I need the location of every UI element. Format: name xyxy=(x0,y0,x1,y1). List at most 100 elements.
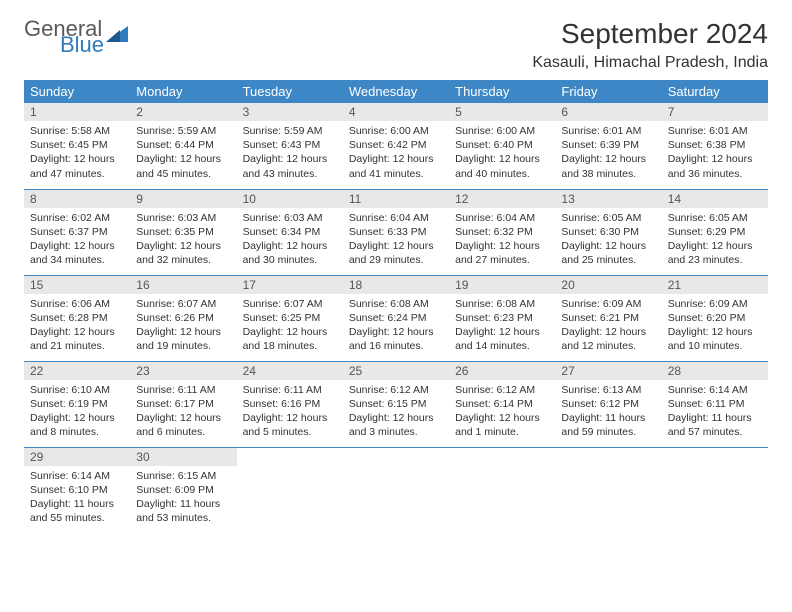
month-title: September 2024 xyxy=(532,18,768,50)
location: Kasauli, Himachal Pradesh, India xyxy=(532,54,768,72)
calendar-cell: 11Sunrise: 6:04 AMSunset: 6:33 PMDayligh… xyxy=(343,189,449,275)
calendar-cell: 6Sunrise: 6:01 AMSunset: 6:39 PMDaylight… xyxy=(555,103,661,189)
day-number: 26 xyxy=(449,362,555,380)
day-number: 6 xyxy=(555,103,661,121)
calendar-cell: 12Sunrise: 6:04 AMSunset: 6:32 PMDayligh… xyxy=(449,189,555,275)
day-body: Sunrise: 6:09 AMSunset: 6:21 PMDaylight:… xyxy=(555,294,661,360)
day-body: Sunrise: 6:04 AMSunset: 6:32 PMDaylight:… xyxy=(449,208,555,274)
calendar-cell: 14Sunrise: 6:05 AMSunset: 6:29 PMDayligh… xyxy=(662,189,768,275)
day-number: 13 xyxy=(555,190,661,208)
day-number: 14 xyxy=(662,190,768,208)
day-number: 17 xyxy=(237,276,343,294)
calendar-cell: 26Sunrise: 6:12 AMSunset: 6:14 PMDayligh… xyxy=(449,361,555,447)
calendar-cell: 7Sunrise: 6:01 AMSunset: 6:38 PMDaylight… xyxy=(662,103,768,189)
logo-line2: Blue xyxy=(60,34,104,56)
day-number: 30 xyxy=(130,448,236,466)
calendar-cell: .. xyxy=(662,447,768,533)
calendar-cell: 20Sunrise: 6:09 AMSunset: 6:21 PMDayligh… xyxy=(555,275,661,361)
day-number: 21 xyxy=(662,276,768,294)
title-block: September 2024 Kasauli, Himachal Pradesh… xyxy=(532,18,768,72)
header: General Blue September 2024 Kasauli, Him… xyxy=(24,18,768,72)
day-body: Sunrise: 6:06 AMSunset: 6:28 PMDaylight:… xyxy=(24,294,130,360)
weekday-header: Sunday xyxy=(24,80,130,103)
weekday-header: Wednesday xyxy=(343,80,449,103)
logo: General Blue xyxy=(24,18,132,56)
day-number: 20 xyxy=(555,276,661,294)
calendar-table: SundayMondayTuesdayWednesdayThursdayFrid… xyxy=(24,80,768,533)
weekday-header: Friday xyxy=(555,80,661,103)
day-number: 19 xyxy=(449,276,555,294)
weekday-header: Saturday xyxy=(662,80,768,103)
day-number: 4 xyxy=(343,103,449,121)
day-body: Sunrise: 6:00 AMSunset: 6:42 PMDaylight:… xyxy=(343,121,449,187)
calendar-cell: 1Sunrise: 5:58 AMSunset: 6:45 PMDaylight… xyxy=(24,103,130,189)
day-body: Sunrise: 6:01 AMSunset: 6:38 PMDaylight:… xyxy=(662,121,768,187)
day-body: Sunrise: 5:59 AMSunset: 6:43 PMDaylight:… xyxy=(237,121,343,187)
calendar-cell: .. xyxy=(449,447,555,533)
calendar-cell: 29Sunrise: 6:14 AMSunset: 6:10 PMDayligh… xyxy=(24,447,130,533)
calendar-cell: 19Sunrise: 6:08 AMSunset: 6:23 PMDayligh… xyxy=(449,275,555,361)
day-number: 8 xyxy=(24,190,130,208)
calendar-cell: 28Sunrise: 6:14 AMSunset: 6:11 PMDayligh… xyxy=(662,361,768,447)
day-body: Sunrise: 6:00 AMSunset: 6:40 PMDaylight:… xyxy=(449,121,555,187)
day-number: 5 xyxy=(449,103,555,121)
weekday-header: Thursday xyxy=(449,80,555,103)
calendar-cell: .. xyxy=(343,447,449,533)
day-number: 15 xyxy=(24,276,130,294)
day-number: 25 xyxy=(343,362,449,380)
day-body: Sunrise: 6:08 AMSunset: 6:23 PMDaylight:… xyxy=(449,294,555,360)
calendar-cell: 16Sunrise: 6:07 AMSunset: 6:26 PMDayligh… xyxy=(130,275,236,361)
calendar-cell: 27Sunrise: 6:13 AMSunset: 6:12 PMDayligh… xyxy=(555,361,661,447)
day-body: Sunrise: 6:03 AMSunset: 6:34 PMDaylight:… xyxy=(237,208,343,274)
calendar-cell: 5Sunrise: 6:00 AMSunset: 6:40 PMDaylight… xyxy=(449,103,555,189)
day-number: 2 xyxy=(130,103,236,121)
day-body: Sunrise: 6:02 AMSunset: 6:37 PMDaylight:… xyxy=(24,208,130,274)
day-body: Sunrise: 6:13 AMSunset: 6:12 PMDaylight:… xyxy=(555,380,661,446)
calendar-cell: 23Sunrise: 6:11 AMSunset: 6:17 PMDayligh… xyxy=(130,361,236,447)
day-number: 9 xyxy=(130,190,236,208)
calendar-cell: 22Sunrise: 6:10 AMSunset: 6:19 PMDayligh… xyxy=(24,361,130,447)
day-number: 27 xyxy=(555,362,661,380)
calendar-cell: 30Sunrise: 6:15 AMSunset: 6:09 PMDayligh… xyxy=(130,447,236,533)
weekday-header: Monday xyxy=(130,80,236,103)
calendar-cell: 25Sunrise: 6:12 AMSunset: 6:15 PMDayligh… xyxy=(343,361,449,447)
day-number: 16 xyxy=(130,276,236,294)
calendar-header-row: SundayMondayTuesdayWednesdayThursdayFrid… xyxy=(24,80,768,103)
day-body: Sunrise: 5:58 AMSunset: 6:45 PMDaylight:… xyxy=(24,121,130,187)
day-body: Sunrise: 6:07 AMSunset: 6:25 PMDaylight:… xyxy=(237,294,343,360)
calendar-cell: 24Sunrise: 6:11 AMSunset: 6:16 PMDayligh… xyxy=(237,361,343,447)
day-body: Sunrise: 6:14 AMSunset: 6:11 PMDaylight:… xyxy=(662,380,768,446)
day-body: Sunrise: 6:01 AMSunset: 6:39 PMDaylight:… xyxy=(555,121,661,187)
calendar-cell: 17Sunrise: 6:07 AMSunset: 6:25 PMDayligh… xyxy=(237,275,343,361)
logo-sail-icon xyxy=(106,24,132,44)
day-number: 1 xyxy=(24,103,130,121)
day-body: Sunrise: 6:07 AMSunset: 6:26 PMDaylight:… xyxy=(130,294,236,360)
day-number: 12 xyxy=(449,190,555,208)
calendar-cell: 4Sunrise: 6:00 AMSunset: 6:42 PMDaylight… xyxy=(343,103,449,189)
calendar-cell: 8Sunrise: 6:02 AMSunset: 6:37 PMDaylight… xyxy=(24,189,130,275)
day-number: 11 xyxy=(343,190,449,208)
day-number: 18 xyxy=(343,276,449,294)
day-number: 3 xyxy=(237,103,343,121)
day-body: Sunrise: 6:14 AMSunset: 6:10 PMDaylight:… xyxy=(24,466,130,532)
calendar-cell: .. xyxy=(237,447,343,533)
day-number: 10 xyxy=(237,190,343,208)
calendar-cell: 3Sunrise: 5:59 AMSunset: 6:43 PMDaylight… xyxy=(237,103,343,189)
day-body: Sunrise: 6:10 AMSunset: 6:19 PMDaylight:… xyxy=(24,380,130,446)
day-number: 22 xyxy=(24,362,130,380)
day-number: 7 xyxy=(662,103,768,121)
day-body: Sunrise: 6:08 AMSunset: 6:24 PMDaylight:… xyxy=(343,294,449,360)
day-body: Sunrise: 6:05 AMSunset: 6:29 PMDaylight:… xyxy=(662,208,768,274)
weekday-header: Tuesday xyxy=(237,80,343,103)
day-number: 28 xyxy=(662,362,768,380)
day-body: Sunrise: 6:04 AMSunset: 6:33 PMDaylight:… xyxy=(343,208,449,274)
calendar-cell: .. xyxy=(555,447,661,533)
day-number: 23 xyxy=(130,362,236,380)
day-body: Sunrise: 6:11 AMSunset: 6:17 PMDaylight:… xyxy=(130,380,236,446)
calendar-cell: 9Sunrise: 6:03 AMSunset: 6:35 PMDaylight… xyxy=(130,189,236,275)
day-body: Sunrise: 5:59 AMSunset: 6:44 PMDaylight:… xyxy=(130,121,236,187)
day-body: Sunrise: 6:03 AMSunset: 6:35 PMDaylight:… xyxy=(130,208,236,274)
calendar-cell: 18Sunrise: 6:08 AMSunset: 6:24 PMDayligh… xyxy=(343,275,449,361)
calendar-cell: 2Sunrise: 5:59 AMSunset: 6:44 PMDaylight… xyxy=(130,103,236,189)
calendar-cell: 15Sunrise: 6:06 AMSunset: 6:28 PMDayligh… xyxy=(24,275,130,361)
